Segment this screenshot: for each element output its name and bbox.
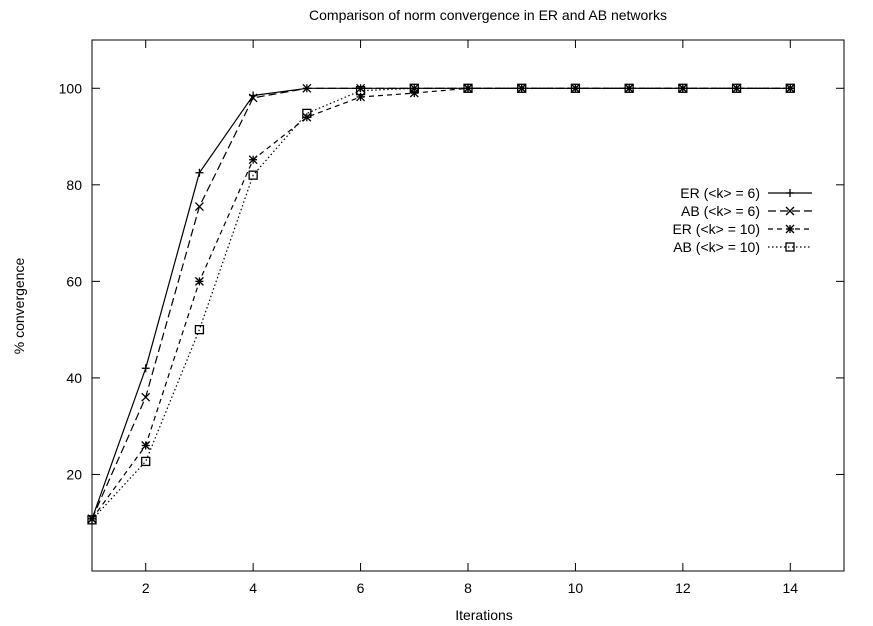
data-point bbox=[141, 364, 150, 373]
series-lines bbox=[87, 83, 795, 525]
legend: ER (<k> = 6) AB (<k> = 6) ER (<k> = 10) AB … bbox=[672, 185, 812, 255]
data-point bbox=[248, 155, 258, 165]
data-point bbox=[731, 83, 742, 93]
y-tick-label: 60 bbox=[66, 273, 82, 289]
x-tick-label: 10 bbox=[568, 580, 584, 596]
data-point bbox=[409, 88, 419, 98]
series-line bbox=[91, 87, 791, 520]
legend-label: ER (<k> = 10) bbox=[672, 221, 760, 237]
data-point bbox=[409, 83, 419, 93]
data-point bbox=[678, 83, 688, 93]
data-point bbox=[194, 324, 205, 335]
data-point bbox=[355, 86, 366, 96]
series-line bbox=[91, 87, 791, 520]
data-point bbox=[141, 456, 151, 467]
data-point bbox=[194, 276, 204, 286]
legend-label: AB (<k> = 6) bbox=[681, 203, 760, 219]
data-point bbox=[141, 392, 151, 402]
data-point bbox=[302, 83, 312, 93]
series-3 bbox=[87, 83, 795, 524]
x-tick-label: 12 bbox=[675, 580, 691, 596]
legend-label: AB (<k> = 10) bbox=[673, 239, 760, 255]
data-point bbox=[141, 441, 151, 450]
x-axis-label: Iterations bbox=[455, 607, 513, 623]
series-line bbox=[91, 87, 791, 521]
y-tick-label: 100 bbox=[59, 80, 83, 96]
x-tick-label: 4 bbox=[249, 580, 257, 596]
x-tick-label: 2 bbox=[142, 580, 150, 596]
data-point bbox=[248, 93, 258, 103]
data-point bbox=[517, 83, 527, 93]
series-4 bbox=[87, 83, 795, 525]
legend-marker bbox=[786, 189, 794, 197]
series-line bbox=[91, 87, 791, 520]
data-point bbox=[570, 83, 581, 93]
legend-marker bbox=[785, 224, 795, 234]
series-2 bbox=[87, 83, 795, 524]
data-point bbox=[87, 515, 97, 525]
y-axis-label: % convergence bbox=[11, 258, 27, 355]
y-tick-label: 40 bbox=[66, 370, 82, 386]
data-point bbox=[785, 83, 795, 93]
x-tick-label: 8 bbox=[464, 580, 472, 596]
x-tick-label: 14 bbox=[782, 580, 798, 596]
data-point bbox=[356, 83, 366, 93]
data-point bbox=[624, 83, 634, 93]
series-1 bbox=[88, 84, 795, 523]
legend-marker bbox=[785, 206, 795, 216]
data-point bbox=[194, 202, 204, 212]
data-point bbox=[302, 108, 312, 119]
data-point bbox=[624, 83, 634, 93]
legend-label: ER (<k> = 6) bbox=[680, 185, 760, 201]
data-point bbox=[248, 170, 258, 180]
y-tick-label: 80 bbox=[66, 177, 82, 193]
data-point bbox=[195, 168, 204, 177]
plot-frame bbox=[91, 39, 845, 572]
data-point bbox=[463, 83, 473, 93]
legend-marker bbox=[785, 242, 795, 252]
x-tick-label: 6 bbox=[357, 580, 365, 596]
y-tick-label: 20 bbox=[66, 466, 82, 482]
axes: 2 4 6 8 10 12 14 20 40 60 80 100 bbox=[59, 40, 844, 596]
chart-title: Comparison of norm convergence in ER and… bbox=[309, 7, 667, 23]
